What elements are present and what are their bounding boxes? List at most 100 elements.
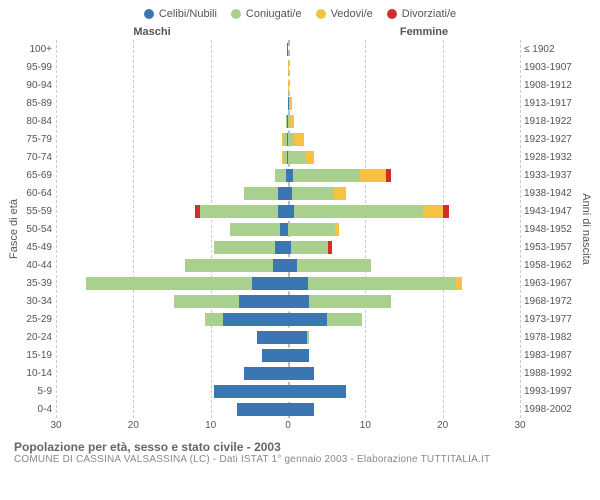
caption-subtitle: COMUNE DI CASSINA VALSASSINA (LC) - Dati… xyxy=(14,454,586,465)
birthyear-label: ≤ 1902 xyxy=(524,40,588,58)
age-label: 85-89 xyxy=(12,94,52,112)
bar-stack xyxy=(203,331,288,344)
x-tick: 30 xyxy=(50,420,61,431)
bar-stack xyxy=(288,133,350,146)
bar-stack xyxy=(157,241,288,254)
birthyear-label: 1963-1967 xyxy=(524,274,588,292)
legend-item: Celibi/Nubili xyxy=(144,8,217,20)
male-bars xyxy=(56,40,288,418)
bar-stack xyxy=(288,151,365,164)
bar-row xyxy=(56,220,288,238)
bar-stack xyxy=(288,295,443,308)
bar-stack xyxy=(288,331,358,344)
bar-segment-coniugati xyxy=(291,241,328,254)
gender-headers: Maschi Femmine xyxy=(12,26,588,38)
bar-segment-vedovi xyxy=(456,277,463,290)
birthyear-label: 1998-2002 xyxy=(524,400,588,418)
bar-segment-coniugati xyxy=(307,331,309,344)
bar-stack xyxy=(288,169,443,182)
birthyear-label: 1993-1997 xyxy=(524,382,588,400)
bar-row xyxy=(56,112,288,130)
x-tick: 10 xyxy=(360,420,371,431)
birthyear-label: 1908-1912 xyxy=(524,76,588,94)
birthyear-label: 1918-1922 xyxy=(524,112,588,130)
bar-stack xyxy=(249,133,288,146)
bar-segment-celibi xyxy=(275,241,288,254)
bar-row xyxy=(56,94,288,112)
bar-segment-celibi xyxy=(288,367,314,380)
bar-stack xyxy=(280,97,288,110)
bar-row xyxy=(288,256,520,274)
bar-row xyxy=(288,58,520,76)
birthyear-label: 1988-1992 xyxy=(524,364,588,382)
bar-row xyxy=(56,202,288,220)
x-tick: 0 xyxy=(285,420,291,431)
birthyear-label: 1973-1977 xyxy=(524,310,588,328)
bar-stack xyxy=(211,349,288,362)
y-axis-left-title: Fasce di età xyxy=(8,199,20,259)
bar-stack xyxy=(265,115,288,128)
bar-row xyxy=(288,382,520,400)
bar-row xyxy=(288,202,520,220)
bar-segment-coniugati xyxy=(86,277,252,290)
bar-stack xyxy=(288,79,296,92)
x-tick: 20 xyxy=(128,420,139,431)
bar-segment-celibi xyxy=(262,349,288,362)
legend: Celibi/NubiliConiugati/eVedovi/eDivorzia… xyxy=(12,8,588,20)
age-label: 80-84 xyxy=(12,112,52,130)
bar-row xyxy=(288,328,520,346)
bar-row xyxy=(288,184,520,202)
bar-row xyxy=(56,184,288,202)
bar-segment-celibi xyxy=(288,331,307,344)
bar-row xyxy=(56,148,288,166)
bar-stack xyxy=(172,223,288,236)
bar-row xyxy=(56,364,288,382)
bar-row xyxy=(56,166,288,184)
x-tick: 10 xyxy=(205,420,216,431)
bar-segment-coniugati xyxy=(200,205,278,218)
bar-segment-celibi xyxy=(273,259,288,272)
bar-stack xyxy=(288,61,296,74)
bar-segment-vedovi xyxy=(335,223,339,236)
bar-row xyxy=(56,40,288,58)
bar-row xyxy=(288,112,520,130)
bar-segment-celibi xyxy=(278,187,288,200)
age-label: 35-39 xyxy=(12,274,52,292)
bar-segment-coniugati xyxy=(327,313,362,326)
header-female: Femmine xyxy=(288,26,520,38)
bar-stack xyxy=(288,367,365,380)
birthyear-label: 1928-1932 xyxy=(524,148,588,166)
bar-row xyxy=(288,346,520,364)
age-label: 25-29 xyxy=(12,310,52,328)
legend-swatch xyxy=(144,9,154,19)
bar-stack xyxy=(180,403,288,416)
caption-title: Popolazione per età, sesso e stato civil… xyxy=(14,440,586,454)
bar-row xyxy=(288,40,520,58)
bar-row xyxy=(56,346,288,364)
bar-segment-vedovi xyxy=(334,187,346,200)
birthyear-label: 1923-1927 xyxy=(524,130,588,148)
bar-segment-celibi xyxy=(288,259,297,272)
bar-segment-coniugati xyxy=(205,313,224,326)
age-label: 20-24 xyxy=(12,328,52,346)
bar-row xyxy=(56,310,288,328)
bar-segment-vedovi xyxy=(306,151,314,164)
bar-stack xyxy=(234,169,288,182)
bar-row xyxy=(56,256,288,274)
birthyear-label: 1953-1957 xyxy=(524,238,588,256)
bar-segment-celibi xyxy=(252,277,288,290)
bar-segment-celibi xyxy=(223,313,288,326)
bar-segment-coniugati xyxy=(294,205,423,218)
female-bars xyxy=(288,40,520,418)
bar-segment-coniugati xyxy=(309,295,391,308)
bar-stack xyxy=(288,277,489,290)
bar-stack xyxy=(288,187,404,200)
bar-segment-coniugati xyxy=(297,259,371,272)
bar-segment-coniugati xyxy=(185,259,273,272)
bar-segment-coniugati xyxy=(174,295,239,308)
x-tick: 20 xyxy=(437,420,448,431)
bar-stack xyxy=(141,205,288,218)
bar-stack xyxy=(288,97,319,110)
legend-item: Vedovi/e xyxy=(316,8,373,20)
bar-segment-coniugati xyxy=(292,187,335,200)
